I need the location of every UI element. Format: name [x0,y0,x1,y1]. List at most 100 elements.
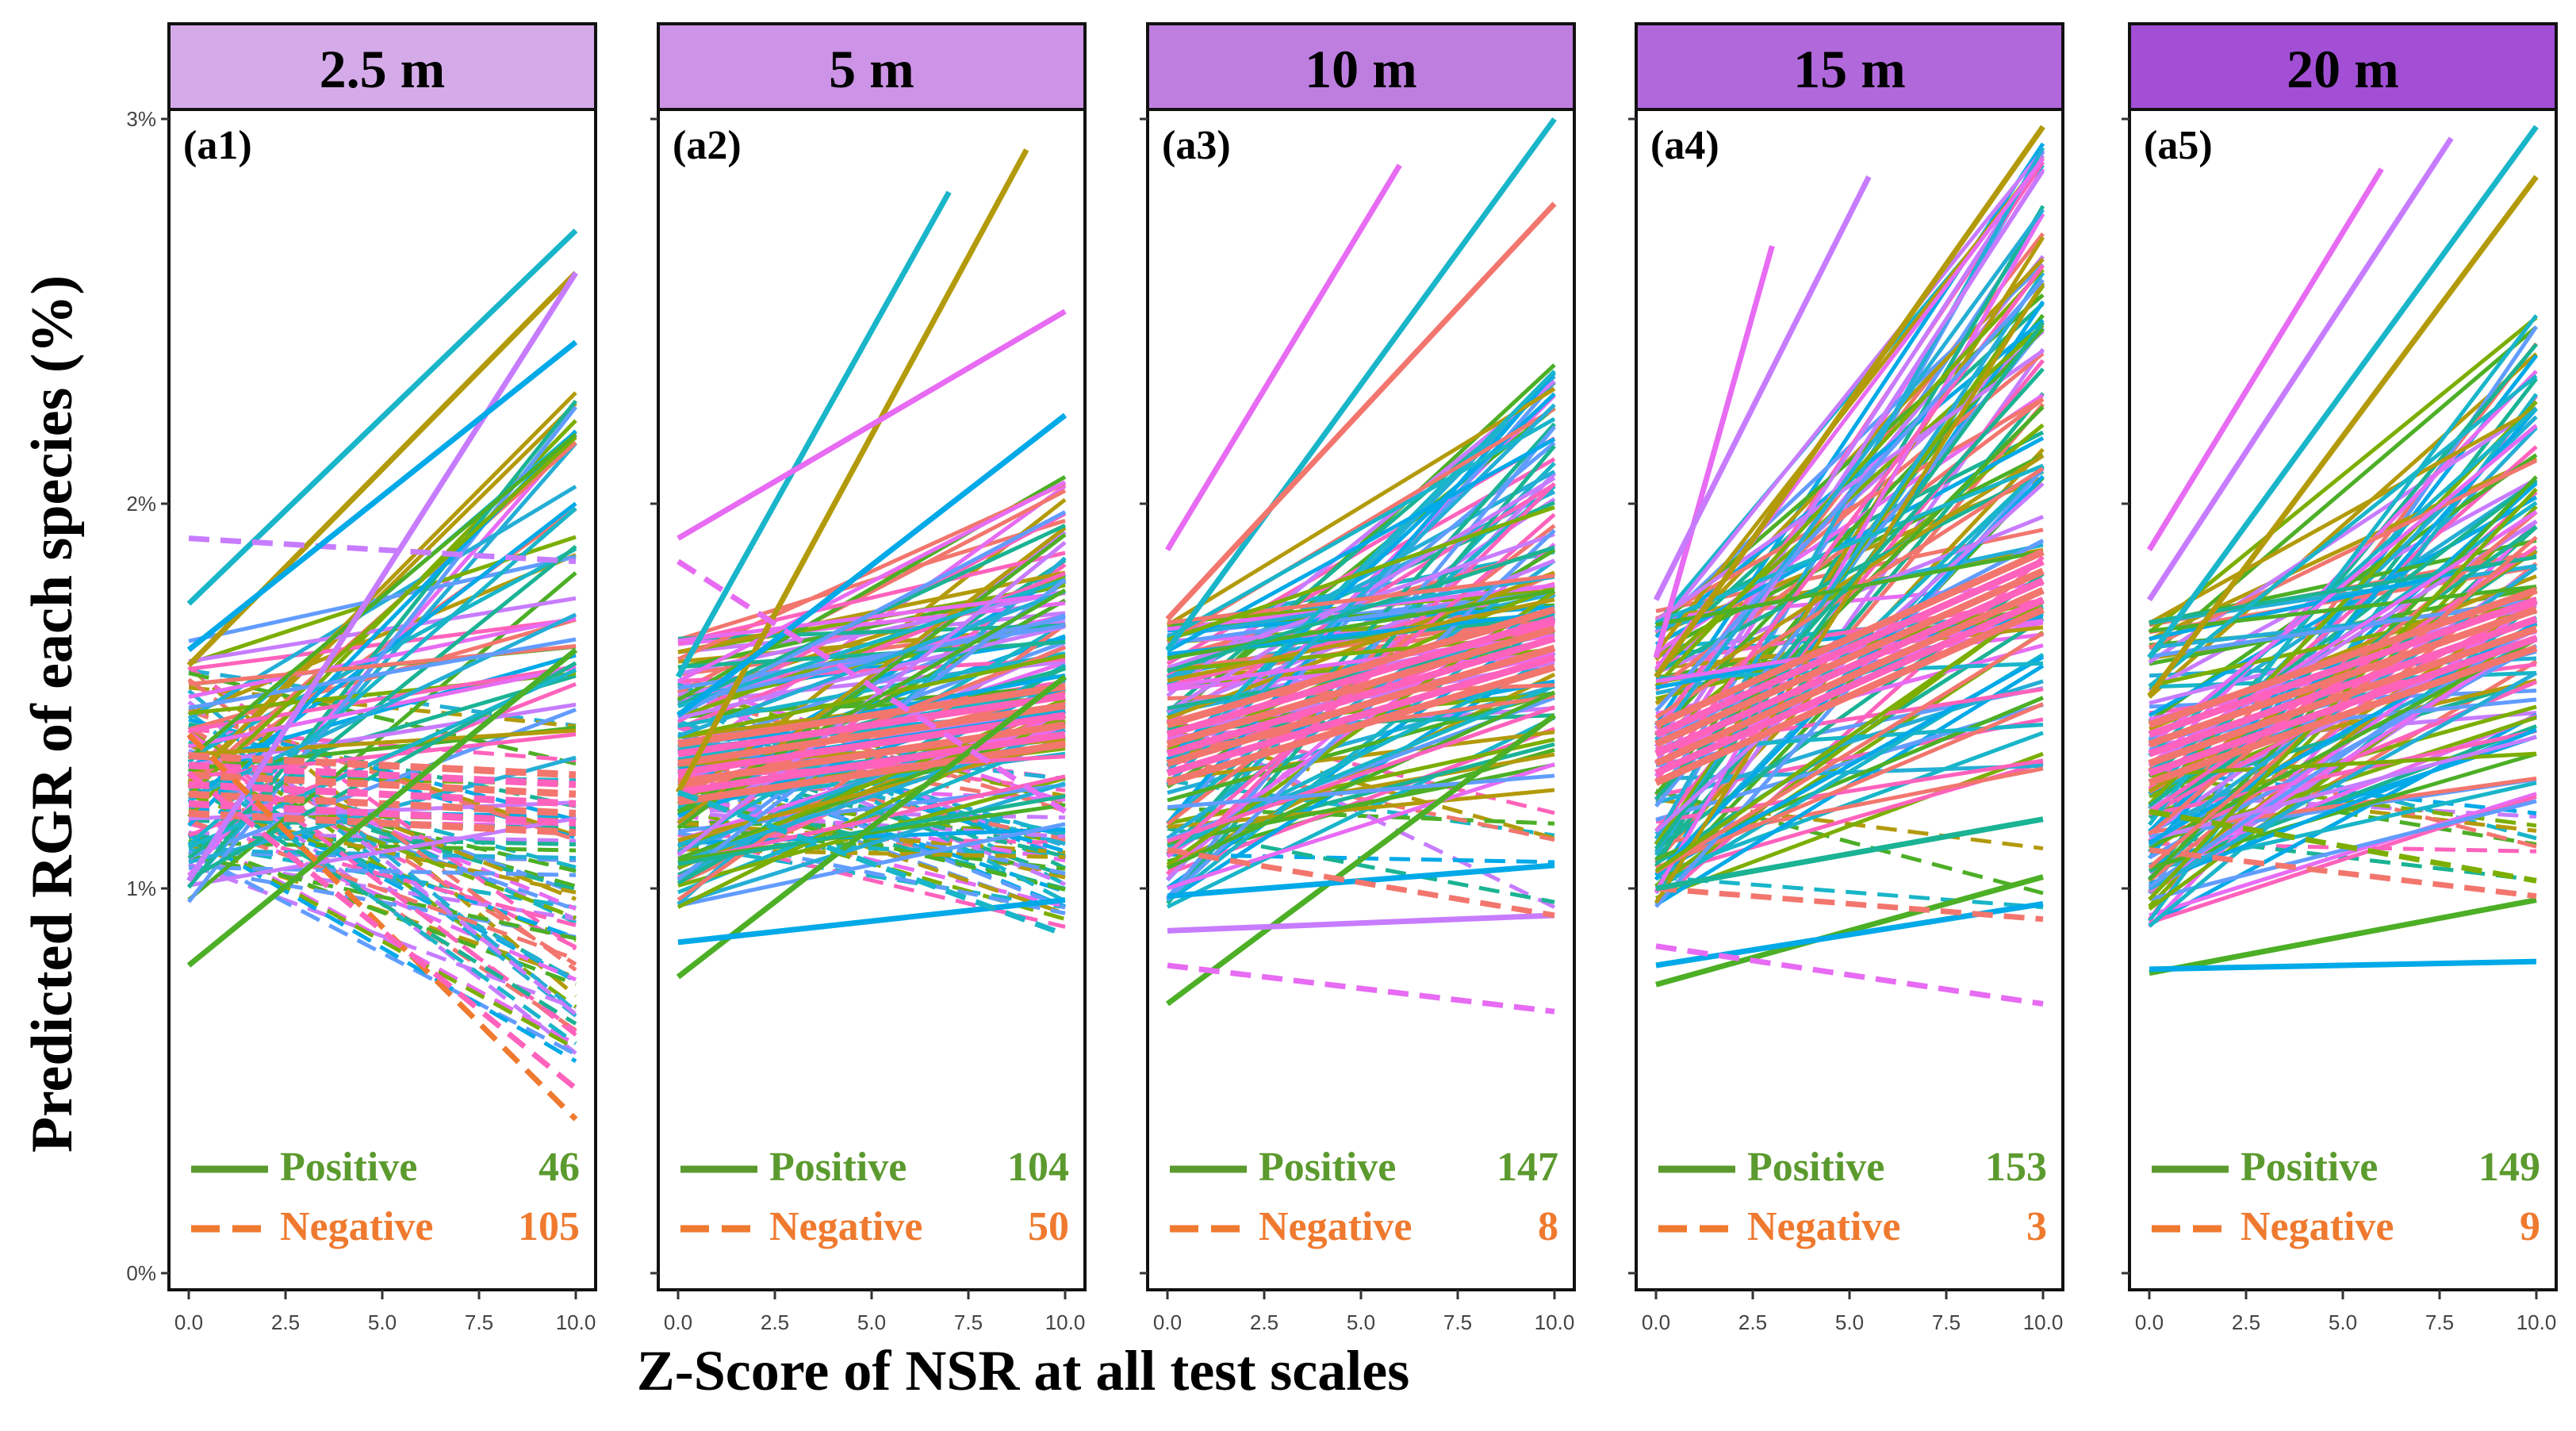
highlight-series-line [2147,167,2384,552]
highlight-series-line [676,674,1068,980]
x-tick-label: 2.5 [1738,1310,1767,1334]
x-tick-label: 2.5 [761,1310,789,1334]
central-band-line [677,740,1066,806]
positive-series-line [1166,690,1556,870]
x-tick-label: 5.0 [857,1310,886,1334]
positive-series-line [1167,762,1555,891]
highlight-series-line [1653,175,1872,601]
positive-series-line [1654,268,2045,689]
central-band-line [1166,635,1556,758]
panel-header-strip [167,22,597,111]
highlight-series-line [1165,117,1557,652]
legend-negative-count: 8 [1538,1204,1558,1249]
legend: Positive Negative 104 50 [680,1145,1069,1249]
positive-series-line [677,589,1066,739]
x-tick-label: 7.5 [2425,1310,2454,1334]
positive-series-line [677,481,1067,662]
series-lines [186,228,578,1122]
x-axis-label: Z-Score of NSR at all test scales [637,1339,1410,1402]
positive-series-line [1166,416,1556,640]
negative-series-line [188,861,577,1011]
panel-scale-label: 15 m [1793,39,1906,99]
central-band-line [1654,577,2045,758]
positive-series-line [1655,687,2044,751]
central-band-line [188,809,577,837]
positive-series-line [1167,505,1555,642]
highlight-series-line [1655,816,2044,892]
panel-tag: (a2) [673,123,742,168]
highlight-series-line [1165,201,1557,621]
panel-scale-label: 10 m [1305,39,1417,99]
central-band-line [2148,644,2538,786]
x-tick-label: 5.0 [1347,1310,1375,1334]
highlight-series-line [1165,712,1557,1007]
positive-series-line [2148,406,2538,625]
x-tick-label: 10.0 [2517,1310,2557,1334]
central-band-line [1654,587,2045,767]
panel-scale-label: 5 m [829,39,914,99]
x-tick-label: 2.5 [1250,1310,1278,1334]
central-band-line [188,781,577,808]
positive-series-line [2148,458,2538,650]
highlight-series-line [2149,958,2537,973]
positive-series-line [1655,702,2044,870]
central-band-line [677,731,1066,796]
positive-series-line [1654,213,2045,893]
panel-4: 15 m (a4) 0.0 2.5 5.0 7.5 10.0 Positive Negative… [1628,22,2064,1334]
positive-series-line [677,551,1066,645]
x-tick-label: 7.5 [1932,1310,1961,1334]
legend-negative-count: 105 [518,1204,580,1249]
legend: Positive Negative 147 8 [1170,1145,1558,1249]
legend-positive-count: 153 [1985,1145,2047,1190]
positive-series-line [1166,379,1556,698]
positive-series-line [2149,751,2537,777]
positive-series-line [1654,655,2045,876]
positive-series-line [1167,597,1555,683]
positive-series-line [187,432,577,761]
central-band-line [2148,586,2538,729]
positive-series-line [2149,792,2537,918]
panel-2: 5 m (a2) 0.0 2.5 5.0 7.5 10.0 Positive Negative 1… [650,22,1087,1334]
x-tick-label: 0.0 [1153,1310,1182,1334]
x-tick-label: 5.0 [1835,1310,1864,1334]
y-tick-label: 0% [126,1261,156,1285]
x-tick-label: 2.5 [2232,1310,2260,1334]
highlight-series-line [1165,163,1402,552]
positive-series-line [2148,374,2538,688]
highlight-series-line [186,732,578,1122]
legend-negative-label: Negative [769,1204,922,1249]
legend-positive-label: Positive [280,1145,417,1190]
positive-series-line [1166,485,1556,825]
negative-series-line [188,765,577,920]
positive-series-line [1654,476,2045,888]
central-band-line [1654,558,2045,739]
positive-series-line [2148,406,2538,665]
highlight-series-line [2147,136,2454,602]
y-tick-label: 3% [126,107,156,131]
x-tick-label: 10.0 [2023,1310,2064,1334]
positive-series-line [188,728,577,757]
positive-series-line [188,664,577,733]
legend-positive-label: Positive [1747,1145,1884,1190]
panel-header-strip [1146,22,1576,111]
positive-series-line [187,391,577,784]
negative-series-line [187,689,577,1013]
legend-positive-label: Positive [769,1145,907,1190]
central-band-line [677,702,1066,767]
positive-series-line [1167,762,1555,846]
panel-5: 20 m (a5) 0.0 2.5 5.0 7.5 10.0 Positive Negative… [2122,22,2558,1334]
highlight-series-line [1655,943,2044,1007]
series-lines [1165,117,1557,1015]
negative-series-line [188,865,577,877]
positive-series-line [677,480,1067,684]
central-band-line [1654,548,2045,728]
highlight-series-line [2147,125,2539,660]
positive-series-line [1166,716,1556,909]
panel-1: 2.5 m (a1) 0.0 2.5 5.0 7.5 10.0 0% 1% 2% 3% Positiv… [126,22,597,1334]
legend: Positive Negative 153 3 [1658,1145,2047,1249]
positive-series-line [1654,278,2045,712]
highlight-series-line [675,148,1029,794]
positive-series-line [1654,208,2045,741]
positive-series-line [1655,549,2044,627]
